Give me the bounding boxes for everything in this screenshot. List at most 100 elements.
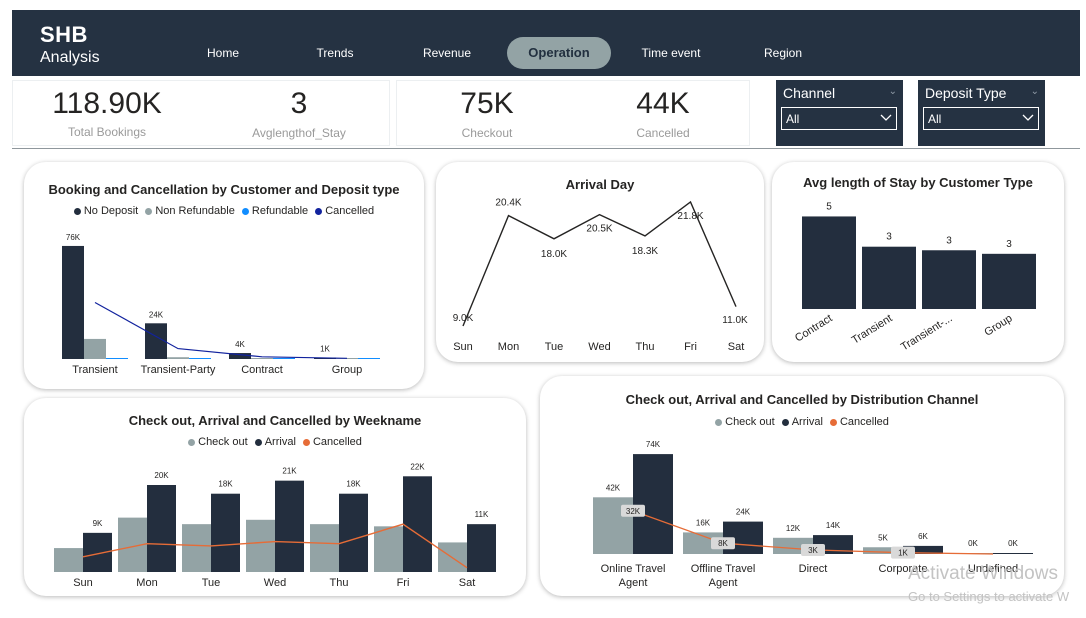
data-label: 18K bbox=[218, 480, 233, 489]
logo-title: SHB bbox=[40, 22, 88, 47]
data-label: 3K bbox=[808, 546, 818, 555]
data-label: 20.4K bbox=[495, 198, 521, 209]
x-tick-label: Tue bbox=[202, 577, 221, 589]
bar bbox=[182, 524, 211, 572]
x-tick-label: Sun bbox=[453, 341, 473, 353]
kpi-divider bbox=[12, 148, 1080, 149]
data-label: 0K bbox=[968, 539, 978, 548]
legend-item-cancelled[interactable]: Cancelled bbox=[315, 205, 374, 217]
arrival-line bbox=[462, 200, 737, 327]
kpi-total-bookings-value: 118.90K bbox=[52, 87, 162, 120]
weekname-chart[interactable]: 9K Sun 20K Mon 18K Tue 21K Wed 18K Thu 22K Fri 11K Sa… bbox=[24, 398, 526, 596]
data-label: 3 bbox=[946, 235, 952, 246]
deposit-type-dropdown-value: All bbox=[928, 112, 942, 126]
kpi-checkout-value: 75K bbox=[460, 87, 514, 120]
data-label: 11.0K bbox=[722, 315, 748, 326]
cancelled-line bbox=[82, 523, 468, 569]
bar bbox=[145, 323, 167, 359]
kpi-group-checkout: 75K Checkout 44K Cancelled bbox=[396, 80, 750, 146]
avg-stay-card: Avg length of Stay by Customer Type 5 Con… bbox=[772, 162, 1064, 362]
arrival-day-chart[interactable]: 9.0K Sun 20.4K Mon 18.0K Tue 20.5K Wed 18.3K Thu 2… bbox=[436, 162, 764, 362]
data-label: 1K bbox=[898, 549, 908, 558]
x-tick-label: Transient bbox=[72, 364, 117, 376]
x-tick-label: Undefined bbox=[968, 563, 1018, 575]
data-label: 22K bbox=[410, 462, 425, 471]
chevron-down-icon bbox=[1022, 114, 1034, 121]
bar bbox=[903, 545, 943, 554]
data-label: 18.3K bbox=[632, 246, 658, 257]
kpi-checkout-label: Checkout bbox=[461, 126, 513, 140]
bar bbox=[336, 358, 358, 359]
legend-item-arrival[interactable]: Arrival bbox=[254, 436, 296, 448]
bar bbox=[211, 493, 240, 572]
deposit-type-slicer[interactable]: Deposit Type ⌄ All bbox=[918, 80, 1045, 146]
legend-item-no-deposit[interactable]: No Deposit bbox=[73, 205, 138, 217]
bar bbox=[802, 216, 856, 309]
bar bbox=[310, 524, 339, 572]
distribution-legend: Check out Arrival Cancelled bbox=[540, 416, 1064, 428]
legend-item-check-out[interactable]: Check out bbox=[715, 416, 775, 428]
data-label: 18.0K bbox=[541, 249, 567, 260]
x-tick-label: Online Travel bbox=[601, 563, 666, 575]
avg-stay-chart[interactable]: 5 Contract 3 Transient 3 Transient-... 3 Group bbox=[772, 162, 1064, 362]
x-tick-label: Group bbox=[982, 312, 1014, 338]
data-label: 24K bbox=[149, 310, 164, 319]
legend-item-cancelled[interactable]: Cancelled bbox=[302, 436, 362, 448]
legend-item-check-out[interactable]: Check out bbox=[188, 436, 248, 448]
x-tick-label: Direct bbox=[799, 563, 828, 575]
legend-item-arrival[interactable]: Arrival bbox=[781, 416, 823, 428]
top-header: SHB Analysis Home Trends Revenue Operati… bbox=[12, 10, 1080, 76]
data-label: 3 bbox=[886, 232, 892, 243]
deposit-type-dropdown[interactable]: All bbox=[923, 107, 1039, 130]
clear-filter-icon[interactable]: ⌄ bbox=[1030, 86, 1039, 97]
kpi-avg-stay-value: 3 bbox=[290, 87, 308, 120]
kpi-cancelled-value: 44K bbox=[636, 87, 690, 120]
data-label: 74K bbox=[646, 440, 661, 449]
x-tick-label: Contract bbox=[241, 364, 283, 376]
booking-cancellation-chart[interactable]: 76K Transient 24K Transient-Party 4K Contract… bbox=[24, 162, 424, 389]
x-tick-label: Transient-Party bbox=[141, 364, 216, 376]
bar bbox=[229, 353, 251, 359]
legend-item-non-refundable[interactable]: Non Refundable bbox=[145, 205, 235, 217]
tab-trends[interactable]: Trends bbox=[316, 46, 354, 60]
deposit-type-slicer-title: Deposit Type bbox=[925, 85, 1007, 101]
bar bbox=[863, 547, 903, 554]
activate-windows-text: Activate Windows bbox=[908, 563, 1058, 584]
legend-item-refundable[interactable]: Refundable bbox=[241, 205, 308, 217]
channel-slicer-title: Channel bbox=[783, 85, 836, 101]
bar bbox=[982, 253, 1036, 309]
tab-region[interactable]: Region bbox=[763, 46, 803, 60]
x-tick-label: Mon bbox=[136, 577, 157, 589]
bar bbox=[273, 358, 295, 359]
data-label: 3 bbox=[1006, 239, 1012, 250]
clear-filter-icon[interactable]: ⌄ bbox=[888, 86, 897, 97]
x-tick-label: Offline Travel bbox=[691, 563, 756, 575]
data-label: 16K bbox=[696, 518, 711, 527]
data-label: 8K bbox=[718, 539, 728, 548]
kpi-group-bookings: 118.90K Total Bookings 3 Avglengthof_Sta… bbox=[12, 80, 390, 146]
x-tick-label: Sat bbox=[459, 577, 476, 589]
activate-windows-subtext: Go to Settings to activate W bbox=[908, 589, 1070, 604]
bar bbox=[246, 519, 275, 572]
tab-home[interactable]: Home bbox=[206, 46, 239, 60]
x-tick-label: Group bbox=[332, 364, 363, 376]
channel-slicer[interactable]: Channel ⌄ All bbox=[776, 80, 903, 146]
kpi-avg-stay-label: Avglengthof_Stay bbox=[252, 126, 346, 140]
data-label-background bbox=[801, 543, 825, 556]
weekname-title: Check out, Arrival and Cancelled by Week… bbox=[128, 413, 422, 428]
tab-revenue[interactable]: Revenue bbox=[422, 46, 472, 60]
x-tick-label: Fri bbox=[684, 341, 697, 353]
data-label: 76K bbox=[66, 233, 81, 242]
channel-dropdown[interactable]: All bbox=[781, 107, 897, 130]
tab-time-event[interactable]: Time event bbox=[641, 46, 701, 60]
distribution-card: Check out, Arrival and Cancelled by Dist… bbox=[540, 376, 1064, 596]
distribution-chart[interactable]: 42K 74K Online Travel Agent 16K 24K Offline Tr… bbox=[540, 376, 1064, 596]
weekname-legend: Check out Arrival Cancelled bbox=[24, 436, 526, 448]
legend-item-cancelled[interactable]: Cancelled bbox=[829, 416, 889, 428]
data-label: 20.5K bbox=[586, 224, 612, 235]
data-label: 6K bbox=[918, 532, 928, 541]
x-tick-label: Tue bbox=[545, 341, 564, 353]
bar bbox=[358, 358, 380, 359]
tab-operation[interactable]: Operation bbox=[507, 37, 611, 69]
bar bbox=[339, 493, 368, 572]
